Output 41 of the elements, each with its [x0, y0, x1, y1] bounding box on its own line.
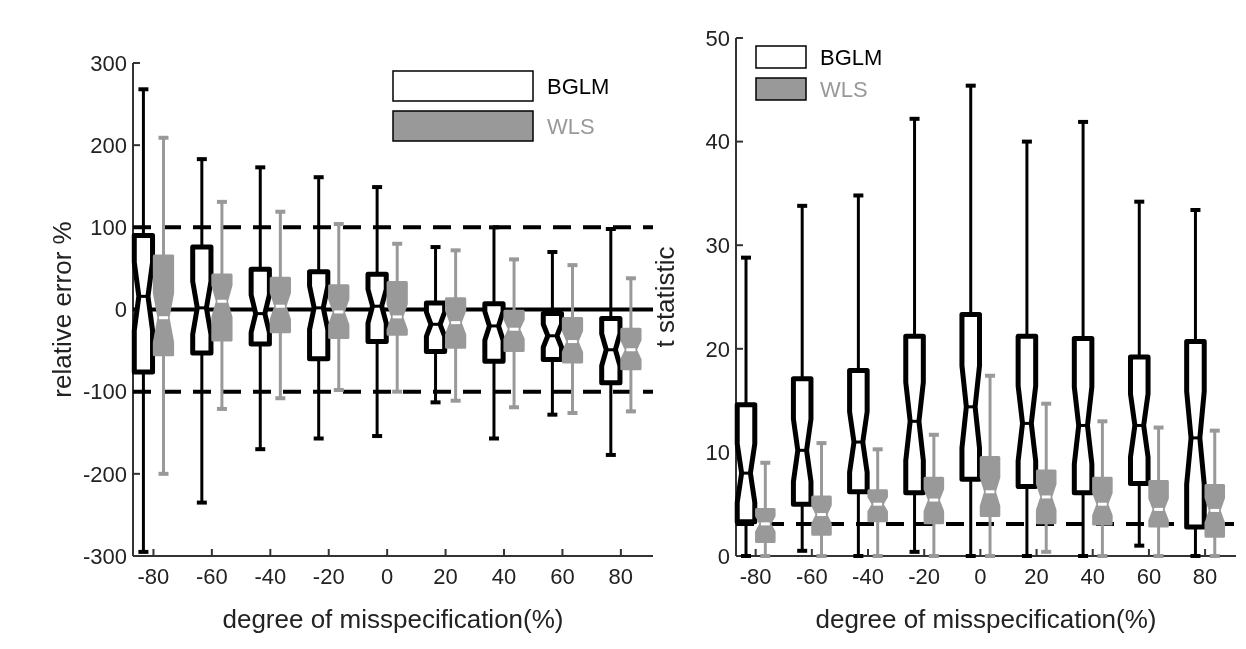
x-tick-label: 40	[491, 564, 517, 589]
x-tick-label: -60	[195, 564, 228, 589]
y-tick-label: -300	[82, 543, 127, 569]
legend-label: BGLM	[820, 45, 883, 70]
legend-entry: BGLM	[755, 45, 883, 70]
y-tick-label: 50	[705, 25, 730, 51]
x-tick-label: 0	[381, 564, 394, 589]
x-tick-label: 60	[1136, 564, 1162, 589]
legend-entry: WLS	[392, 110, 595, 142]
y-tick-label: 100	[90, 215, 127, 241]
y-axis-title: t statistic	[650, 246, 680, 348]
x-axis-title: degree of misspecification(%)	[222, 604, 564, 634]
x-tick-label: -80	[137, 564, 170, 589]
x-axis-title: degree of misspecification(%)	[815, 604, 1157, 634]
y-tick-label: 300	[90, 50, 127, 76]
y-tick-label: 20	[705, 336, 730, 362]
x-tick-label: 20	[1024, 564, 1049, 589]
x-tick-label: 60	[550, 564, 575, 589]
x-tick-label: -40	[254, 564, 287, 589]
legend-entry: BGLM	[392, 70, 610, 102]
y-tick-label: 10	[705, 440, 730, 466]
y-tick-label: -200	[82, 461, 127, 487]
x-tick-label: 40	[1080, 564, 1105, 589]
y-tick-label: 40	[705, 129, 730, 155]
y-tick-label: 30	[705, 232, 730, 258]
y-tick-label: -100	[82, 379, 127, 405]
x-tick-label: 80	[1192, 564, 1218, 589]
x-tick-label: -80	[739, 564, 772, 589]
x-tick-label: 20	[433, 564, 458, 589]
y-tick-label: 0	[114, 297, 127, 323]
y-tick-label: 200	[90, 132, 127, 158]
legend-label: WLS	[820, 77, 868, 102]
x-tick-label: -20	[312, 564, 345, 589]
x-tick-label: -40	[852, 564, 884, 589]
legend-entry: WLS	[755, 77, 868, 102]
x-tick-label: 80	[608, 564, 634, 589]
y-axis-title: relative error %	[47, 221, 77, 398]
x-tick-label: -60	[795, 564, 828, 589]
y-tick-label: 0	[717, 543, 730, 569]
x-tick-label: 0	[974, 564, 987, 589]
x-tick-label: -20	[908, 564, 941, 589]
